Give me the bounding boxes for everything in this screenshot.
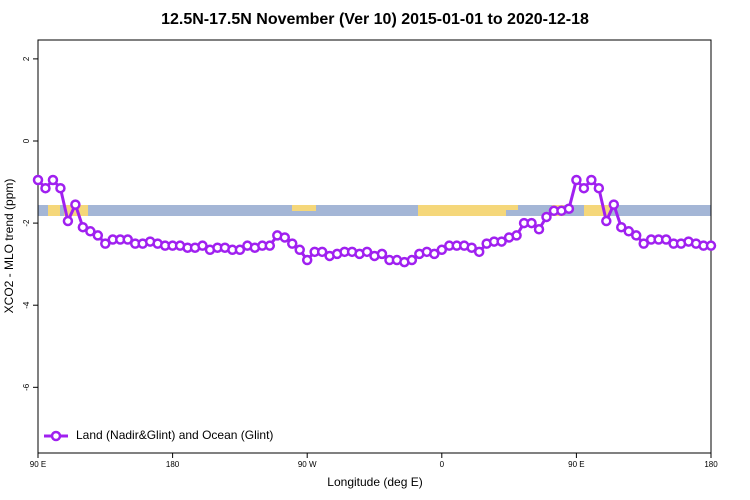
- y-tick-label: -2: [22, 219, 31, 227]
- series-point: [62, 215, 74, 227]
- y-tick-label: 0: [22, 138, 31, 143]
- series-point: [623, 226, 634, 237]
- x-tick-label: 0: [440, 460, 445, 469]
- series-point: [466, 242, 477, 253]
- series-point: [316, 246, 328, 258]
- series-point: [70, 199, 81, 210]
- series-point: [705, 240, 717, 251]
- series-point: [533, 224, 545, 235]
- x-tick-label: 180: [704, 460, 718, 469]
- series-point: [85, 226, 96, 237]
- series-point: [511, 230, 522, 241]
- legend-marker: [50, 430, 62, 442]
- chart-title: 12.5N-17.5N November (Ver 10) 2015-01-01…: [161, 11, 589, 28]
- series-point: [361, 246, 373, 258]
- series-point: [376, 248, 388, 260]
- series-point: [638, 238, 649, 249]
- land-band: [584, 205, 610, 216]
- series-point: [601, 215, 612, 227]
- series-point: [294, 244, 305, 256]
- y-tick-label: 2: [22, 56, 31, 61]
- series-point: [301, 254, 313, 266]
- x-tick-label: 90 W: [298, 460, 317, 469]
- x-tick-label: 180: [166, 460, 180, 469]
- series-point: [526, 217, 537, 229]
- series-point: [593, 182, 605, 194]
- series-point: [264, 240, 276, 251]
- legend-label: Land (Nadir&Glint) and Ocean (Glint): [76, 428, 273, 442]
- series-point: [436, 244, 448, 256]
- series-point: [616, 221, 627, 233]
- land-band: [506, 205, 518, 210]
- series-point: [541, 211, 552, 223]
- land-band: [48, 205, 60, 216]
- series-point: [571, 174, 582, 186]
- series-point: [429, 248, 440, 260]
- series-point: [197, 240, 208, 251]
- y-tick-label: -6: [22, 383, 31, 391]
- y-tick-label: -4: [22, 301, 31, 309]
- series-point: [122, 234, 133, 245]
- x-axis-label: Longitude (deg E): [327, 475, 422, 489]
- series-point: [586, 174, 597, 186]
- series-point: [563, 203, 575, 214]
- x-tick-label: 90 E: [30, 460, 46, 469]
- series-point: [55, 182, 66, 194]
- ocean-band: [38, 205, 711, 216]
- y-axis-label: XCO2 - MLO trend (ppm): [2, 179, 16, 314]
- series-point: [496, 236, 507, 247]
- series-point: [47, 174, 59, 186]
- series-point: [578, 182, 590, 194]
- series-point: [286, 238, 298, 249]
- series-point: [660, 234, 672, 245]
- series-point: [32, 174, 44, 186]
- series-point: [92, 230, 104, 241]
- series-point: [608, 199, 620, 210]
- land-band: [292, 205, 316, 211]
- series-point: [77, 221, 89, 233]
- series-point: [234, 244, 246, 256]
- x-tick-label: 90 E: [568, 460, 584, 469]
- land-band: [418, 205, 506, 216]
- series-point: [406, 254, 418, 266]
- series-point: [630, 230, 642, 241]
- series-point: [473, 246, 485, 258]
- series-point: [279, 232, 291, 243]
- series-point: [40, 182, 51, 194]
- series-point: [100, 238, 111, 249]
